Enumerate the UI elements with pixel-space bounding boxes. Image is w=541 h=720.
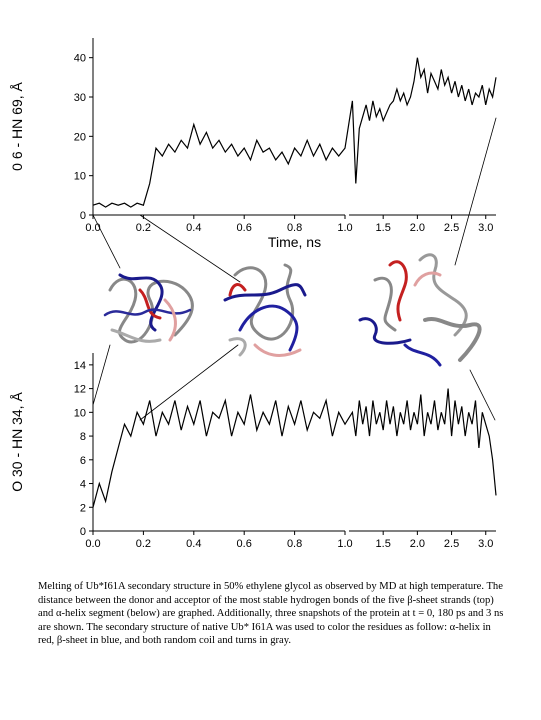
y-tick-label: 14 bbox=[74, 360, 86, 372]
x-tick-label: 0.8 bbox=[287, 222, 302, 234]
x-tick-label: 1.0 bbox=[337, 222, 352, 234]
x-tick-label: 0.0 bbox=[85, 538, 100, 550]
y-tick-label: 20 bbox=[74, 131, 86, 143]
snapshot-3ns bbox=[358, 253, 482, 367]
y-tick-label: 12 bbox=[74, 384, 86, 396]
y-axis-title: 0 6 - HN 69, Å bbox=[9, 81, 25, 170]
x-tick-label: 0.2 bbox=[136, 222, 151, 234]
x-tick-label: 1.5 bbox=[376, 222, 391, 234]
y-tick-label: 40 bbox=[74, 53, 86, 65]
data-line bbox=[92, 388, 497, 508]
y-tick-label: 30 bbox=[74, 92, 86, 104]
x-tick-label: 1.0 bbox=[337, 538, 352, 550]
x-tick-label: 3.0 bbox=[478, 538, 493, 550]
y-tick-label: 10 bbox=[74, 171, 86, 183]
x-tick-label: 2.0 bbox=[410, 222, 425, 234]
x-tick-label: 0.6 bbox=[237, 222, 252, 234]
snapshot-180ps bbox=[223, 263, 307, 357]
x-tick-label: 2.0 bbox=[410, 538, 425, 550]
x-tick-label: 0.4 bbox=[186, 538, 201, 550]
y-tick-label: 8 bbox=[80, 431, 86, 443]
y-tick-label: 2 bbox=[80, 502, 86, 514]
x-tick-label: 2.5 bbox=[444, 538, 459, 550]
x-tick-label: 0.6 bbox=[237, 538, 252, 550]
snapshot-t0 bbox=[103, 273, 194, 344]
y-tick-label: 6 bbox=[80, 455, 86, 467]
y-tick-label: 4 bbox=[80, 479, 86, 491]
x-tick-label: 2.5 bbox=[444, 222, 459, 234]
data-line bbox=[92, 57, 497, 208]
y-tick-label: 10 bbox=[74, 407, 86, 419]
y-axis-title: O 30 - HN 34, Å bbox=[9, 392, 25, 492]
x-tick-label: 0.2 bbox=[136, 538, 151, 550]
y-tick-label: 0 bbox=[80, 210, 86, 222]
connector-lines bbox=[92, 117, 497, 421]
x-tick-label: 0.0 bbox=[85, 222, 100, 234]
x-tick-label: 3.0 bbox=[478, 222, 493, 234]
x-tick-label: 0.4 bbox=[186, 222, 201, 234]
x-tick-label: 0.8 bbox=[287, 538, 302, 550]
x-tick-label: 1.5 bbox=[376, 538, 391, 550]
x-axis-title: Time, ns bbox=[268, 234, 321, 250]
protein-snapshots bbox=[92, 117, 497, 421]
caption: Melting of Ub*I61A secondary structure i… bbox=[38, 581, 504, 647]
y-tick-label: 0 bbox=[80, 526, 86, 538]
